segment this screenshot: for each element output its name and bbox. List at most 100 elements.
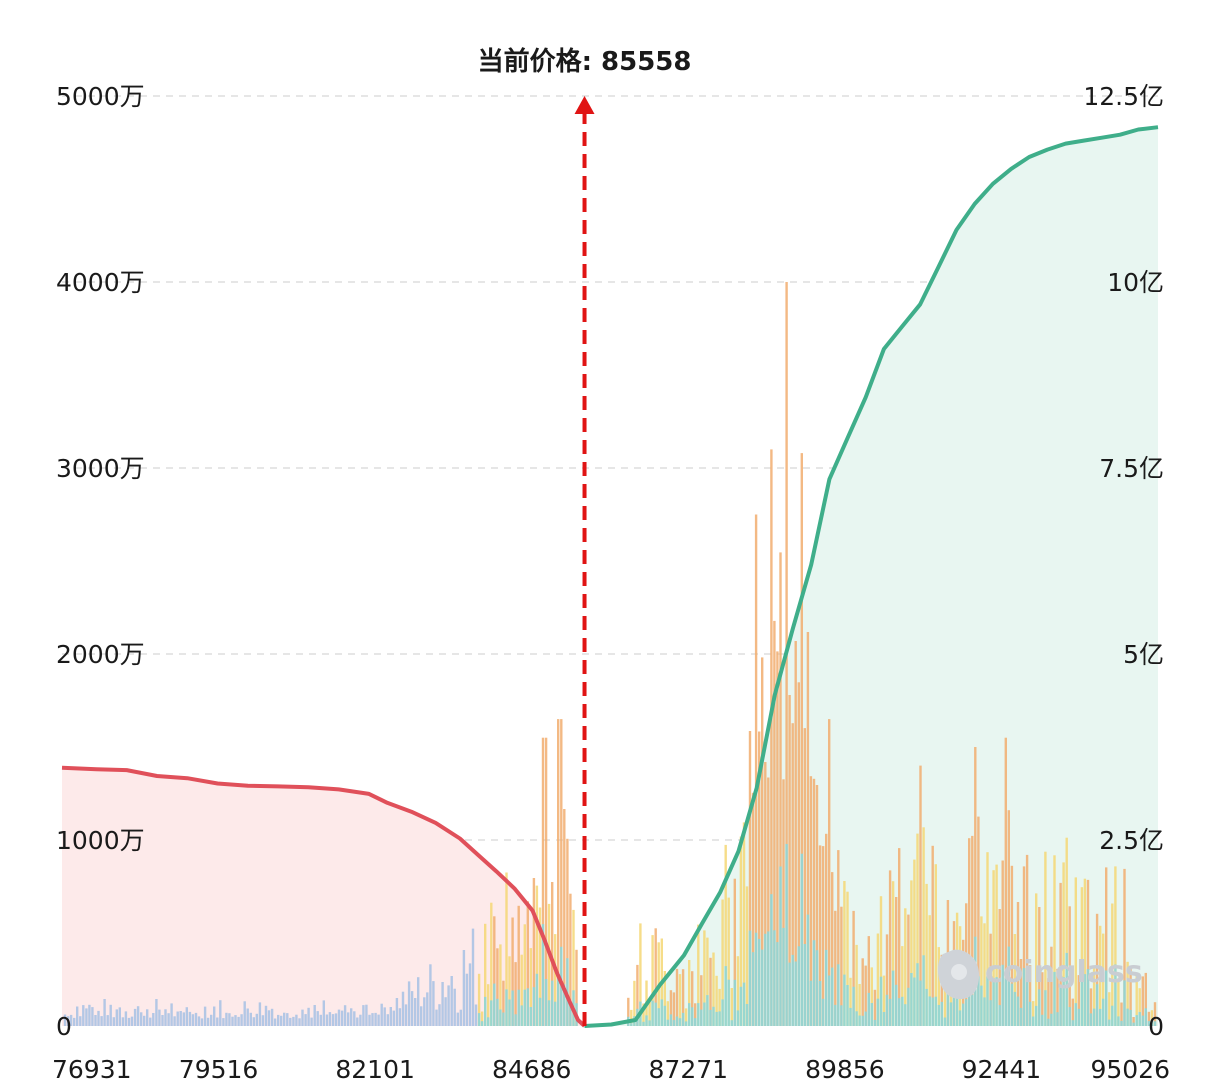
bar	[526, 988, 529, 1026]
bar	[432, 981, 435, 1026]
bar	[791, 954, 794, 1026]
bar	[1114, 866, 1117, 1026]
bar	[736, 956, 740, 1026]
bar	[965, 999, 968, 1026]
bar	[706, 995, 709, 1026]
bar	[179, 1011, 182, 1026]
bar	[170, 1003, 173, 1026]
bar	[910, 973, 913, 1026]
bar	[200, 1018, 204, 1026]
bar	[538, 907, 542, 1026]
bar	[535, 973, 539, 1026]
bar	[1099, 925, 1102, 1026]
bar	[694, 1003, 697, 1026]
bar	[1041, 972, 1044, 1026]
bar	[663, 971, 666, 1026]
bar	[127, 1017, 131, 1026]
y-right-tick-label: 0	[1148, 1012, 1164, 1041]
bar	[502, 980, 505, 1026]
bar	[222, 1018, 225, 1026]
bar	[1004, 737, 1007, 1026]
bar	[91, 1007, 94, 1026]
bar	[1038, 907, 1041, 1026]
bar	[928, 996, 931, 1026]
bar	[788, 695, 791, 1026]
bar	[514, 1014, 517, 1026]
bar	[773, 930, 776, 1026]
bar	[118, 1007, 121, 1026]
bar	[1095, 913, 1099, 1026]
bar	[654, 1002, 657, 1026]
bar	[395, 998, 399, 1026]
bar	[477, 1013, 481, 1026]
bar	[340, 1010, 344, 1026]
bar	[898, 998, 901, 1026]
bar	[934, 996, 937, 1026]
bar	[882, 975, 886, 1026]
bar	[873, 989, 877, 1026]
bar	[1138, 988, 1141, 1026]
bar	[1108, 1019, 1111, 1026]
bar	[496, 998, 499, 1026]
bar	[1132, 1017, 1135, 1026]
bar	[855, 944, 858, 1026]
bar	[758, 731, 761, 1026]
bar	[849, 977, 852, 1026]
bar	[529, 948, 532, 1026]
bar	[371, 1013, 374, 1026]
bar	[112, 1017, 115, 1026]
bar	[1099, 1008, 1102, 1026]
bar	[343, 1005, 347, 1026]
bar	[1025, 854, 1029, 1026]
bar	[919, 980, 922, 1026]
y-right-tick-label: 7.5亿	[1099, 454, 1164, 483]
bar	[1035, 893, 1038, 1026]
bar	[986, 852, 989, 1026]
bar	[407, 981, 411, 1026]
bar	[748, 731, 752, 1026]
bar	[255, 1013, 258, 1026]
bar	[1047, 978, 1050, 1026]
bar	[213, 1006, 216, 1026]
bar	[520, 954, 523, 1026]
bar	[1105, 970, 1108, 1026]
bar	[879, 976, 883, 1026]
bar	[971, 994, 974, 1026]
current-price-label: 当前价格: 85558	[478, 46, 692, 77]
bar	[697, 1003, 700, 1026]
bar	[167, 1013, 170, 1026]
bar	[453, 988, 456, 1026]
bar	[761, 657, 764, 1026]
bar	[487, 1017, 490, 1026]
bar	[474, 1004, 478, 1026]
bar	[672, 992, 676, 1026]
bar	[1102, 933, 1105, 1026]
bar	[365, 1004, 368, 1026]
bar	[971, 835, 974, 1026]
bar	[1041, 1014, 1044, 1026]
bar	[319, 1014, 322, 1026]
bar	[876, 933, 880, 1026]
bar	[727, 979, 730, 1026]
bar	[225, 1012, 228, 1026]
y-right-tick-label: 2.5亿	[1099, 826, 1164, 855]
bar	[560, 719, 563, 1026]
bar	[1007, 810, 1010, 1026]
bar	[1135, 1015, 1138, 1026]
bar	[934, 864, 937, 1026]
bar	[316, 1011, 319, 1026]
bar	[949, 1002, 953, 1026]
bar	[380, 1003, 383, 1026]
bar	[82, 1005, 85, 1026]
bar	[350, 1008, 353, 1026]
bar	[429, 964, 432, 1026]
bar	[648, 1020, 651, 1026]
long-cumulative-area	[62, 767, 585, 1026]
bar	[210, 1014, 213, 1026]
bar	[730, 1020, 733, 1026]
bar	[182, 1012, 185, 1026]
bar	[85, 1008, 88, 1026]
bar	[1150, 1020, 1154, 1026]
bar	[386, 1014, 389, 1026]
bar	[700, 975, 703, 1026]
